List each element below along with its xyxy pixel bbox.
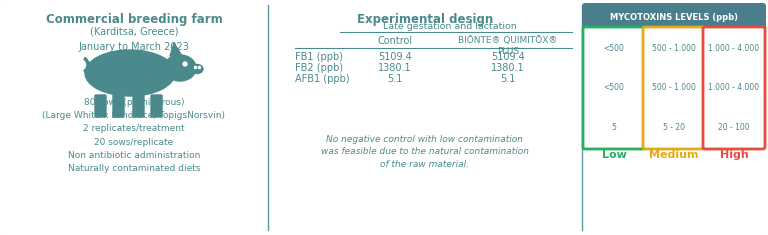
Text: 1380.1: 1380.1 [378,63,412,73]
Ellipse shape [191,64,203,74]
Text: <500: <500 [604,83,624,93]
Text: No negative control with low contamination
was feasible due to the natural conta: No negative control with low contaminati… [321,135,529,169]
Text: (Karditsa, Greece)
January to March 2023: (Karditsa, Greece) January to March 2023 [78,27,190,52]
Text: 1.000 - 4.000: 1.000 - 4.000 [708,83,760,93]
FancyBboxPatch shape [133,95,144,117]
FancyBboxPatch shape [151,95,162,117]
Text: AFB1 (ppb): AFB1 (ppb) [295,74,349,84]
Ellipse shape [164,55,196,81]
FancyBboxPatch shape [703,27,765,149]
Polygon shape [170,43,182,56]
Text: Medium: Medium [649,150,699,160]
Text: 5 - 20: 5 - 20 [663,123,685,132]
Text: 5.1: 5.1 [387,74,402,84]
Text: FB1 (ppb): FB1 (ppb) [295,52,343,62]
Text: Late gestation and lactation: Late gestation and lactation [383,22,517,31]
Text: Commercial breeding farm: Commercial breeding farm [45,13,223,26]
Text: 1380.1: 1380.1 [492,63,525,73]
FancyBboxPatch shape [113,95,124,117]
Text: 5: 5 [611,123,617,132]
Text: 5.1: 5.1 [500,74,515,84]
Text: 5109.4: 5109.4 [491,52,525,62]
Text: 500 - 1.000: 500 - 1.000 [652,44,696,53]
Text: 500 - 1.000: 500 - 1.000 [652,83,696,93]
Text: 5109.4: 5109.4 [378,52,412,62]
Text: MYCOTOXINS LEVELS (ppb): MYCOTOXINS LEVELS (ppb) [610,12,738,21]
FancyBboxPatch shape [643,27,705,149]
Text: Low: Low [601,150,627,160]
FancyBboxPatch shape [583,27,645,149]
Text: 80 sows (primiparous)
(Large White x Landrace, TopigsNorsvin)
2 replicates/treat: 80 sows (primiparous) (Large White x Lan… [42,98,226,173]
FancyBboxPatch shape [582,3,766,31]
Circle shape [183,62,187,66]
Text: High: High [720,150,748,160]
Text: Control: Control [377,36,412,46]
FancyBboxPatch shape [95,95,106,117]
Text: 1.000 - 4.000: 1.000 - 4.000 [708,44,760,53]
Ellipse shape [85,50,175,96]
Text: <500: <500 [604,44,624,53]
Text: BIŌNTE® QUIMITŌX®
PLUS: BIŌNTE® QUIMITŌX® PLUS [458,36,558,56]
Text: Experimental design: Experimental design [357,13,493,26]
Text: FB2 (ppb): FB2 (ppb) [295,63,343,73]
Text: 20 - 100: 20 - 100 [718,123,750,132]
